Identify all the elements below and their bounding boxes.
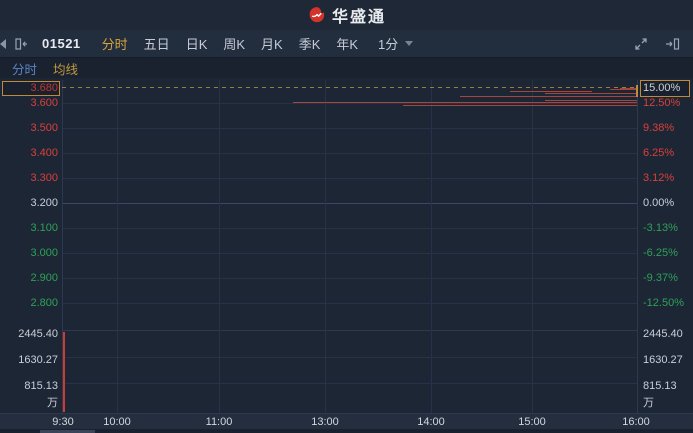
gridline-h — [62, 383, 637, 384]
percent-tick-label: -3.13% — [643, 222, 678, 234]
fullscreen-expand-icon[interactable] — [633, 36, 649, 52]
time-axis-line — [0, 413, 693, 414]
volume-bar — [63, 332, 65, 412]
time-tick-label: 11:00 — [205, 416, 233, 428]
price-tick-label: 3.300 — [30, 172, 58, 184]
price-tick-label: 2.900 — [30, 272, 58, 284]
intraday-chart[interactable]: 3.680 3.600 3.500 3.400 3.300 3.200 3.100 3.000… — [0, 78, 693, 433]
price-tick-label: 3.400 — [30, 147, 58, 159]
right-axis-line — [637, 80, 638, 413]
gridline-h — [62, 253, 637, 254]
tab-季K[interactable]: 季K — [298, 37, 321, 52]
volume-tick-label: 1630.27 — [18, 354, 58, 366]
tab-年K[interactable]: 年K — [336, 37, 359, 52]
gridline-h — [62, 303, 637, 304]
tab-日K[interactable]: 日K — [185, 37, 208, 52]
gridline-h — [62, 278, 637, 279]
volume-tick-label: 2445.40 — [643, 328, 683, 340]
gridline-v — [431, 80, 432, 413]
volume-tick-label: 1630.27 — [643, 354, 683, 366]
percent-tick-label: -12.50% — [643, 297, 684, 309]
price-tick-label: 3.600 — [30, 97, 58, 109]
percent-tick-label: 9.38% — [643, 122, 675, 134]
huasheng-flame-logo-icon — [307, 5, 327, 25]
stock-code: 01521 — [42, 36, 81, 51]
volume-tick-label: 2445.40 — [18, 328, 58, 340]
volume-tick-label: 815.13 — [24, 380, 58, 392]
dock-right-panel-icon[interactable] — [664, 36, 680, 52]
time-tick-label: 9:30 — [52, 416, 74, 428]
price-tick-label: 3.500 — [30, 122, 58, 134]
app-header: 华盛通 — [0, 0, 693, 30]
price-tick-label: 3.200 — [30, 197, 58, 209]
gridline-h — [62, 128, 637, 129]
price-line-segment — [620, 88, 636, 89]
price-tick-label: 3.100 — [30, 222, 58, 234]
panel-edge-arrow-icon[interactable] — [0, 39, 6, 49]
price-line-segment — [293, 102, 637, 103]
percent-tick-label: 12.50% — [643, 97, 681, 109]
gridline-v — [532, 80, 533, 413]
current-percent-box — [640, 80, 690, 97]
price-tick-label: 3.680 — [30, 82, 58, 94]
time-tick-label: 10:00 — [103, 416, 131, 428]
current-price-dashed-line — [62, 87, 637, 88]
price-line-segment — [510, 91, 592, 92]
brand-name: 华盛通 — [331, 9, 386, 26]
interval-label: 1分 — [378, 37, 399, 52]
period-tabs: 分时 五日 日K 周K 月K 季K 年K — [102, 34, 358, 53]
price-line-segment — [610, 89, 637, 90]
price-tick-label: 3.000 — [30, 247, 58, 259]
price-tick-label: 2.800 — [30, 297, 58, 309]
time-axis — [0, 413, 693, 429]
percent-tick-label: 0.00% — [643, 197, 675, 209]
gridline-v — [219, 80, 220, 413]
volume-tick-label: 万 — [643, 397, 654, 409]
volume-panel-top-line — [62, 330, 637, 331]
tab-月K[interactable]: 月K — [261, 37, 283, 52]
left-axis-line — [62, 80, 63, 413]
price-line-segment — [545, 93, 637, 94]
collapse-left-panel-icon[interactable] — [13, 36, 29, 52]
price-line-segment — [460, 96, 637, 97]
percent-tick-label: 15.00% — [643, 82, 681, 94]
price-line-segment — [403, 105, 637, 106]
volume-tick-label: 815.13 — [643, 380, 677, 392]
last-price-marker — [636, 85, 638, 97]
interval-select[interactable]: 1分 — [378, 34, 414, 53]
overlay-tabs: 分时 均线 — [0, 58, 693, 78]
price-line-segment — [545, 100, 637, 101]
percent-tick-label: -9.37% — [643, 272, 678, 284]
bottom-panel-fragment — [40, 430, 95, 433]
time-tick-label: 15:00 — [518, 416, 546, 428]
subtab-分时[interactable]: 分时 — [12, 62, 38, 77]
prev-close-gridline — [62, 203, 637, 204]
chart-toolbar: 01521 分时 五日 日K 周K 月K 季K 年K 1分 — [0, 30, 693, 58]
gridline-h — [62, 103, 637, 104]
percent-tick-label: 3.12% — [643, 172, 675, 184]
percent-tick-label: -6.25% — [643, 247, 678, 259]
time-tick-label: 14:00 — [417, 416, 445, 428]
percent-tick-label: 6.25% — [643, 147, 675, 159]
gridline-h — [62, 228, 637, 229]
gridline-h — [62, 178, 637, 179]
volume-tick-label: 万 — [47, 397, 58, 409]
bottom-panel-edge — [0, 429, 693, 433]
tab-五日[interactable]: 五日 — [143, 37, 170, 52]
tab-周K[interactable]: 周K — [223, 37, 246, 52]
subtab-均线[interactable]: 均线 — [53, 62, 79, 77]
current-price-box — [2, 81, 60, 96]
tab-分时[interactable]: 分时 — [101, 37, 128, 52]
chevron-down-icon — [405, 41, 414, 46]
time-tick-label: 16:00 — [622, 416, 650, 428]
gridline-h — [62, 357, 637, 358]
gridline-v — [325, 80, 326, 413]
gridline-h — [62, 153, 637, 154]
gridline-v — [117, 80, 118, 413]
time-tick-label: 13:00 — [311, 416, 339, 428]
